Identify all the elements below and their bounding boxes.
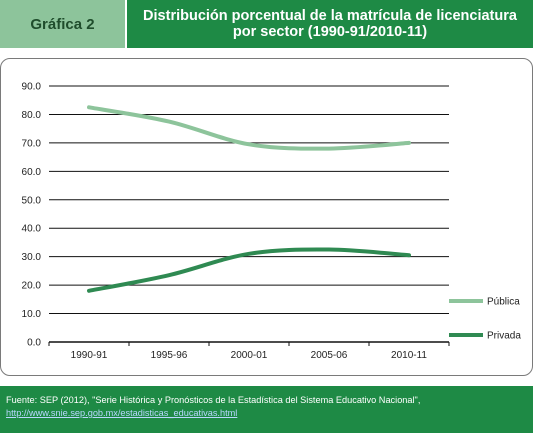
x-tick-label: 2005-06: [311, 350, 348, 361]
y-tick-label: 50.0: [22, 195, 42, 206]
y-tick-label: 90.0: [22, 82, 42, 93]
x-tick-label: 1995-96: [151, 350, 188, 361]
source-note: Fuente: SEP (2012), "Serie Histórica y P…: [0, 386, 533, 433]
source-link[interactable]: http://www.snie.sep.gob.mx/estadisticas_…: [6, 408, 238, 418]
x-tick-label: 2010-11: [391, 350, 427, 361]
x-tick-label: 2000-01: [231, 350, 268, 361]
source-text: Fuente: SEP (2012), "Serie Histórica y P…: [6, 395, 421, 405]
y-tick-label: 10.0: [22, 309, 42, 320]
y-tick-label: 70.0: [22, 138, 42, 149]
chart-header: Gráfica 2 Distribución porcentual de la …: [0, 0, 533, 48]
y-tick-label: 80.0: [22, 110, 42, 121]
y-tick-label: 60.0: [22, 167, 42, 178]
series-line-privada: [87, 247, 411, 293]
chart-title: Distribución porcentual de la matrícula …: [127, 0, 533, 48]
figure-label: Gráfica 2: [0, 0, 125, 48]
series-line-publica: [87, 105, 411, 151]
line-chart: 90.0 80.0 70.0 60.0 50.0 40.0 30.0 20.0 10.0 0.0 1…: [22, 82, 522, 362]
y-tick-label: 30.0: [22, 252, 42, 263]
chart-frame: [0, 58, 533, 376]
y-tick-label: 20.0: [22, 281, 42, 292]
y-tick-label: 40.0: [22, 224, 42, 235]
x-tick-label: 1990-91: [71, 350, 108, 361]
y-tick-label: 0.0: [27, 338, 41, 349]
legend-label-privada: Privada: [487, 331, 521, 342]
legend-label-publica: Pública: [487, 297, 520, 308]
